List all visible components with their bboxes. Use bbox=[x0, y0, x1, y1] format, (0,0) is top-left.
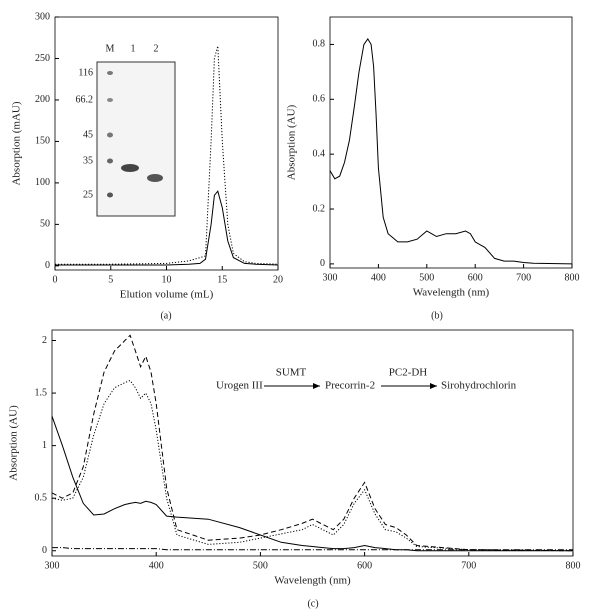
data-line bbox=[51, 416, 573, 552]
gel-band bbox=[107, 192, 113, 198]
data-line bbox=[55, 190, 279, 266]
y-tick-label: 0.5 bbox=[35, 492, 48, 503]
data-line bbox=[55, 45, 279, 265]
x-axis-label: Wavelength (nm) bbox=[413, 287, 490, 299]
x-axis-label: Wavelength (nm) bbox=[274, 575, 351, 587]
panel-label: (c) bbox=[307, 598, 318, 609]
x-tick-label: 700 bbox=[516, 272, 531, 283]
y-axis-label: Absorption (AU) bbox=[8, 405, 20, 481]
annotation: Precorrin-2 bbox=[325, 380, 375, 392]
y-tick-label: 0.4 bbox=[313, 148, 326, 159]
y-tick-label: 250 bbox=[35, 53, 50, 64]
gel-band bbox=[107, 132, 113, 138]
y-tick-label: 150 bbox=[35, 136, 50, 147]
gel-band bbox=[107, 98, 113, 102]
data-line bbox=[52, 547, 573, 551]
y-tick-label: 1.5 bbox=[35, 387, 48, 398]
x-tick-label: 800 bbox=[565, 272, 580, 283]
marker-label: 66.2 bbox=[76, 94, 94, 105]
plot-frame bbox=[329, 16, 573, 269]
x-tick-label: 800 bbox=[566, 560, 581, 571]
y-tick-label: 0.2 bbox=[313, 203, 326, 214]
y-tick-label: 200 bbox=[35, 94, 50, 105]
y-tick-label: 2 bbox=[42, 335, 47, 346]
y-tick-label: 300 bbox=[35, 11, 50, 22]
lane-label: 1 bbox=[131, 43, 136, 54]
y-tick-label: 0 bbox=[320, 258, 325, 269]
x-tick-label: 700 bbox=[461, 560, 476, 571]
x-tick-label: 300 bbox=[45, 560, 60, 571]
gel-band bbox=[147, 174, 163, 182]
x-tick-label: 500 bbox=[419, 272, 434, 283]
annotation: Urogen III bbox=[216, 380, 263, 392]
lane-label: 2 bbox=[154, 43, 159, 54]
x-tick-label: 400 bbox=[371, 272, 386, 283]
plot-frame bbox=[51, 329, 574, 557]
gel bbox=[96, 61, 176, 217]
y-tick-label: 0 bbox=[45, 260, 50, 271]
gel-band bbox=[107, 158, 113, 164]
y-tick-label: 100 bbox=[35, 177, 50, 188]
marker-label: 116 bbox=[78, 67, 93, 78]
x-tick-label: 15 bbox=[217, 274, 227, 285]
data-line bbox=[51, 334, 574, 552]
x-tick-label: 300 bbox=[323, 272, 338, 283]
panel-label: (a) bbox=[160, 310, 171, 321]
x-tick-label: 400 bbox=[149, 560, 164, 571]
y-axis-label: Absorption (mAU) bbox=[11, 101, 23, 185]
panel-label: (b) bbox=[431, 310, 443, 321]
x-tick-label: 600 bbox=[357, 560, 372, 571]
annotation: SUMT bbox=[276, 367, 307, 379]
y-tick-label: 0.6 bbox=[313, 94, 326, 105]
y-tick-label: 50 bbox=[40, 219, 50, 230]
y-tick-label: 1 bbox=[42, 440, 47, 451]
y-tick-label: 0 bbox=[42, 545, 47, 556]
data-line bbox=[329, 37, 573, 265]
reaction-scheme: Urogen III SUMT Precorrin-2 PC2-DH Siroh… bbox=[216, 367, 517, 392]
x-tick-label: 20 bbox=[273, 274, 283, 285]
annotation: PC2-DH bbox=[389, 367, 428, 379]
y-axis-label: Absorption (AU) bbox=[286, 104, 298, 180]
annotation: Sirohydrochlorin bbox=[441, 380, 517, 392]
marker-label: 35 bbox=[83, 155, 93, 166]
x-tick-label: 600 bbox=[468, 272, 483, 283]
y-tick-label: 0.8 bbox=[313, 39, 326, 50]
gel-inset: M 1 2 116 66.2 45 35 25 bbox=[76, 43, 176, 217]
gel-band bbox=[121, 164, 139, 172]
x-tick-label: 500 bbox=[253, 560, 268, 571]
x-tick-label: 0 bbox=[53, 274, 58, 285]
marker-label: 25 bbox=[83, 189, 93, 200]
x-tick-label: 10 bbox=[162, 274, 172, 285]
data-line bbox=[51, 379, 574, 552]
gel-band bbox=[107, 71, 113, 75]
x-tick-label: 5 bbox=[108, 274, 113, 285]
x-axis-label: Elution volume (mL) bbox=[120, 289, 214, 301]
marker-label: 45 bbox=[83, 129, 93, 140]
lane-label: M bbox=[106, 43, 115, 54]
